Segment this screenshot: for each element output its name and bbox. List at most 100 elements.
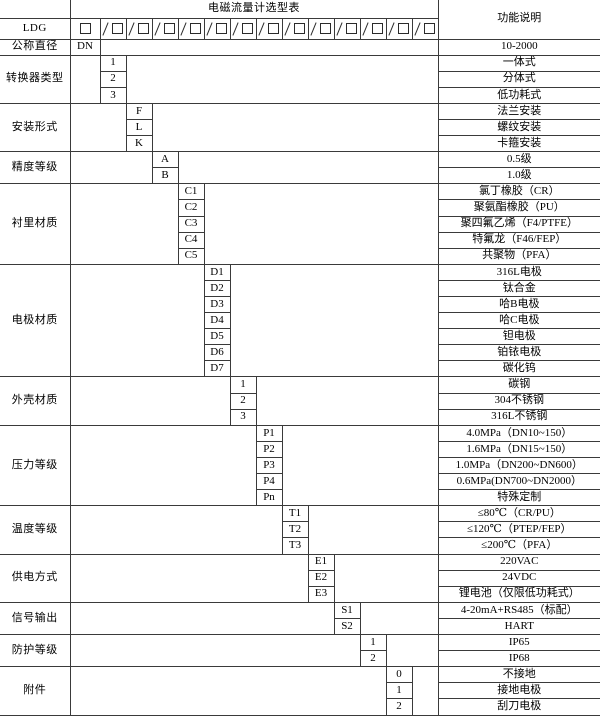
table-row: T3 ≤200℃（PFA） — [0, 537, 600, 555]
option-code: A — [151, 151, 179, 169]
option-code: Pn — [255, 489, 283, 507]
option-description: 共聚物（PFA） — [437, 247, 600, 265]
table-row: 2 分体式 — [0, 70, 600, 88]
option-code: T3 — [281, 537, 309, 555]
group-label-2: 安装形式 — [0, 102, 71, 153]
option-description: 不接地 — [437, 666, 600, 684]
spacer-cell-left — [69, 102, 127, 153]
option-code: D5 — [203, 328, 231, 346]
spacer-cell-right — [333, 553, 439, 603]
spacer-cell-right — [151, 102, 439, 153]
spacer-cell-left — [69, 376, 231, 426]
group-label-8: 温度等级 — [0, 505, 71, 555]
spacer-cell-right — [229, 263, 439, 378]
spacer-cell-right — [281, 424, 439, 507]
model-box-3 — [151, 17, 179, 40]
option-code: P2 — [255, 440, 283, 458]
option-code: 1 — [385, 682, 413, 700]
option-description: 0.6MPa(DN700~DN2000） — [437, 473, 600, 491]
option-description: 316L电极 — [437, 263, 600, 281]
option-description: 一体式 — [437, 54, 600, 72]
option-code: 3 — [229, 408, 257, 426]
option-description: ≤120℃（PTEP/FEP） — [437, 521, 600, 539]
group-label-6: 外壳材质 — [0, 376, 71, 426]
option-code: 1 — [359, 633, 387, 652]
spacer-cell-right — [307, 505, 439, 555]
option-code: 2 — [229, 392, 257, 410]
spacer-cell-left — [69, 553, 309, 603]
table-row: 衬里材质 C1 氯丁橡胶（CR） — [0, 183, 600, 265]
spacer-cell — [99, 38, 439, 56]
option-description: 卡箍安装 — [437, 135, 600, 153]
option-code: D2 — [203, 279, 231, 298]
table-title: 电磁流量计选型表 — [69, 0, 439, 19]
group-label-5: 电极材质 — [0, 263, 71, 378]
option-description: 304不锈钢 — [437, 392, 600, 410]
model-box-7 — [255, 17, 283, 40]
option-description: 钛合金 — [437, 279, 600, 298]
option-code: C4 — [177, 231, 205, 249]
option-description: 聚四氟乙烯（F4/PTFE） — [437, 215, 600, 233]
option-description: 哈B电极 — [437, 295, 600, 314]
option-description: 锂电池（仅限低功耗式） — [437, 585, 600, 603]
option-description: 特氟龙（F46/FEP） — [437, 231, 600, 249]
group-label-3: 精度等级 — [0, 151, 71, 185]
option-description: 氯丁橡胶（CR） — [437, 183, 600, 201]
option-code: E3 — [307, 585, 335, 603]
option-description: 分体式 — [437, 70, 600, 88]
group-label-1: 转换器类型 — [0, 54, 71, 104]
option-description: 铂铱电极 — [437, 344, 600, 362]
option-code: 2 — [385, 698, 413, 716]
model-box-6 — [229, 17, 257, 40]
model-box-11 — [359, 17, 387, 40]
option-code: F — [125, 102, 153, 120]
table-row: 安装形式 F 法兰安装 — [0, 102, 600, 153]
spacer-cell-right — [255, 376, 439, 426]
table-row: 压力等级 P1 4.0MPa（DN10~150） — [0, 424, 600, 507]
table-row: P4 0.6MPa(DN700~DN2000） — [0, 473, 600, 491]
option-description: 4-20mA+RS485（标配） — [437, 601, 600, 619]
option-code: D7 — [203, 360, 231, 378]
spacer-cell-right — [411, 666, 439, 716]
option-description: 哈C电极 — [437, 312, 600, 330]
group-label-4: 衬里材质 — [0, 183, 71, 265]
function-column-header: 功能说明 — [437, 0, 600, 40]
table-row: C5 共聚物（PFA） — [0, 247, 600, 265]
table-row: 公称直径 DN 10-2000 — [0, 38, 600, 56]
model-box-1 — [99, 17, 127, 40]
table-row: P3 1.0MPa（DN200~DN600） — [0, 456, 600, 475]
option-code: K — [125, 135, 153, 153]
option-code: 1 — [229, 376, 257, 394]
model-box-0 — [69, 17, 101, 40]
option-code: S2 — [333, 617, 361, 635]
option-description: 螺纹安装 — [437, 118, 600, 137]
spacer-cell-left — [69, 263, 205, 378]
option-code: B — [151, 167, 179, 185]
option-description: 聚氨酯橡胶（PU） — [437, 199, 600, 217]
spacer-cell-left — [69, 633, 361, 668]
table-row: 防护等级 1 IP65 — [0, 633, 600, 668]
table-row: 信号输出 S1 4-20mA+RS485（标配） — [0, 601, 600, 635]
option-description: 4.0MPa（DN10~150） — [437, 424, 600, 442]
table-row: 2 IP68 — [0, 650, 600, 668]
table-row: L 螺纹安装 — [0, 118, 600, 137]
spacer-cell-right — [203, 183, 439, 265]
table-row: E3 锂电池（仅限低功耗式） — [0, 585, 600, 603]
option-description: 1.6MPa（DN15~150） — [437, 440, 600, 458]
option-description: 低功耗式 — [437, 86, 600, 104]
option-description: 接地电极 — [437, 682, 600, 700]
option-description: 0.5级 — [437, 151, 600, 169]
table-row: 精度等级 A 0.5级 — [0, 151, 600, 185]
option-description: 刮刀电极 — [437, 698, 600, 716]
model-box-10 — [333, 17, 361, 40]
option-description: HART — [437, 617, 600, 635]
option-description: 特殊定制 — [437, 489, 600, 507]
spacer-cell-left — [69, 505, 283, 555]
option-code: D6 — [203, 344, 231, 362]
option-code: P4 — [255, 473, 283, 491]
spacer-cell-left — [69, 54, 101, 104]
option-description: 1.0级 — [437, 167, 600, 185]
option-code: D1 — [203, 263, 231, 281]
